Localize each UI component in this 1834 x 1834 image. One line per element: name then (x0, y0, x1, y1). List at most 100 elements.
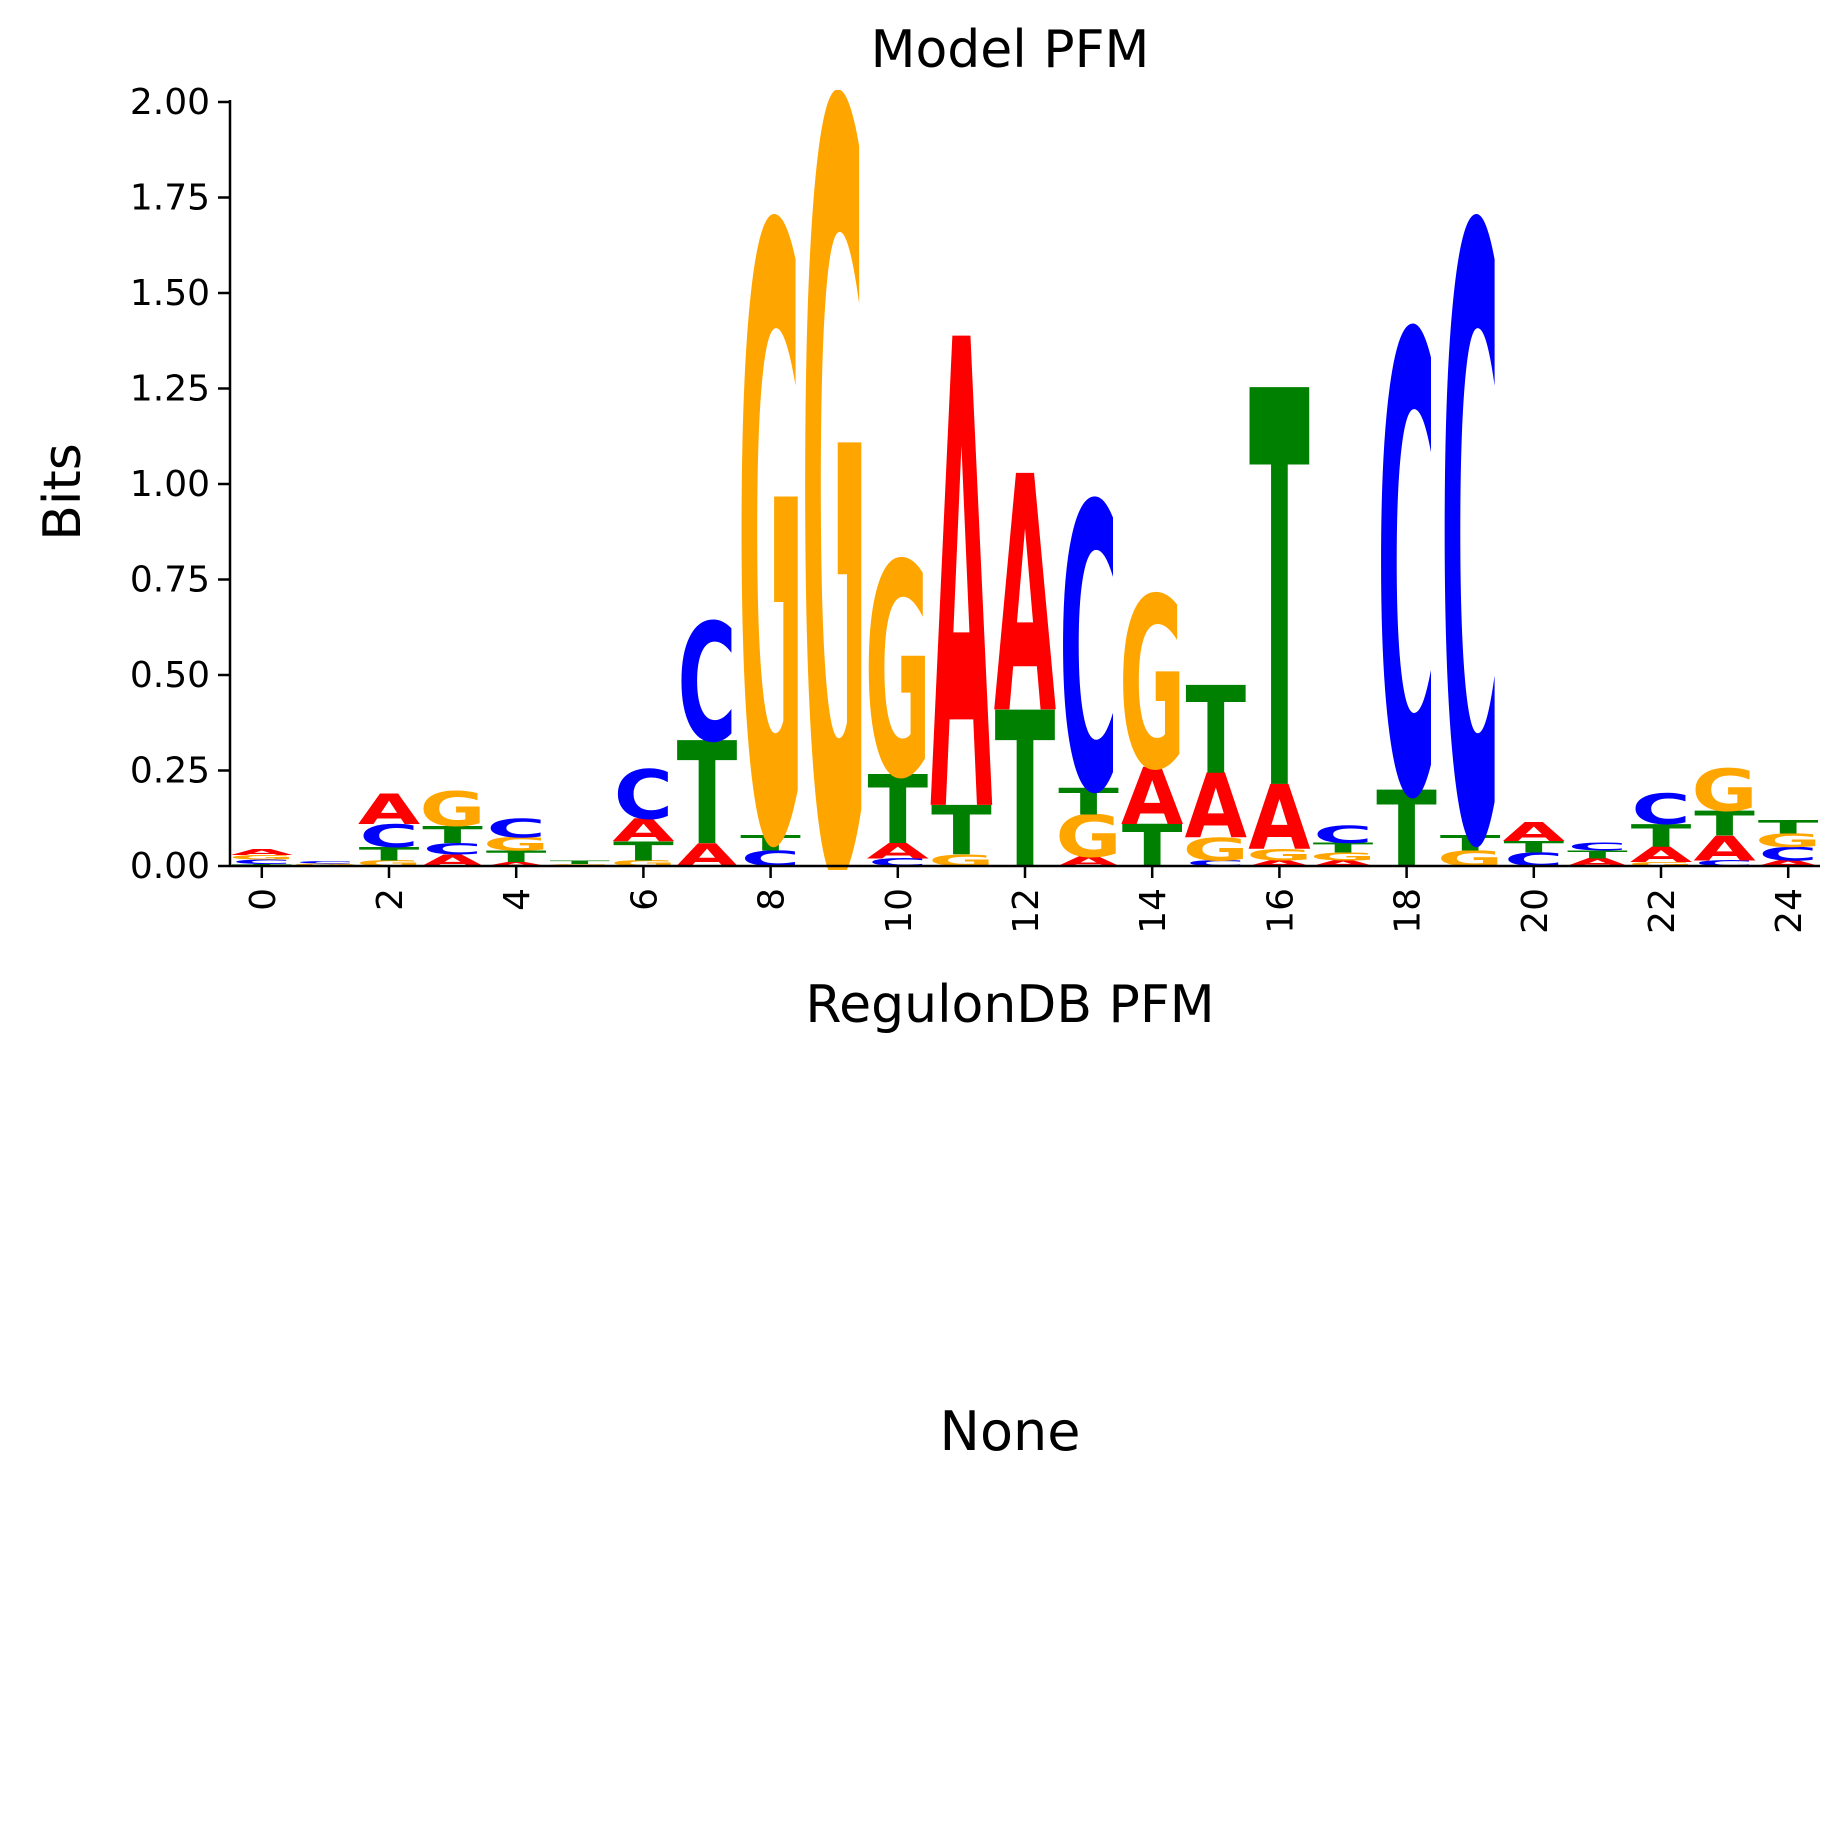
x-tick-label: 6 (624, 888, 665, 911)
logo-letter-G-pos-15: G (1183, 832, 1249, 868)
x-tick-label: 24 (1769, 888, 1810, 934)
y-tick-label: 0.00 (130, 846, 210, 887)
logo-letter-C-pos-6: C (614, 755, 673, 834)
x-tick-label: 10 (879, 888, 920, 934)
logo-letter-T-pos-15: T (1185, 661, 1246, 801)
logo-letter-C-pos-22: C (1631, 786, 1690, 835)
logo-letter-A-pos-2: A (358, 786, 421, 835)
logo-letter-G-pos-9: G (801, 0, 867, 1114)
logo-letter-C-pos-1: C (296, 860, 355, 864)
logo-letter-C-pos-18: C (1377, 206, 1436, 938)
logo-letter-C-pos-2: C (359, 818, 418, 854)
x-tick-label: 18 (1388, 888, 1429, 934)
logo-letter-T-pos-17: T (1313, 840, 1374, 855)
logo-letter-T-pos-24: T (1758, 817, 1819, 838)
x-tick-label: 8 (752, 888, 793, 911)
logo-letter-C-pos-19: C (1441, 60, 1500, 1034)
logo-letter-T-pos-13: T (1058, 781, 1119, 824)
second-panel-label: None (939, 1400, 1081, 1463)
logo-letter-G-pos-23: G (1692, 757, 1758, 824)
logo-letter-A-pos-12: A (994, 409, 1056, 786)
logo-letter-T-pos-10: T (867, 756, 928, 866)
x-tick-label: 2 (370, 888, 411, 911)
logo-letter-A-pos-16: A (1248, 767, 1311, 871)
y-tick-label: 0.75 (130, 560, 210, 601)
x-tick-label: 0 (243, 888, 284, 911)
logo-letter-G-pos-24: G (1755, 830, 1821, 851)
logo-letter-G-pos-8: G (738, 60, 804, 1034)
logo-letter-A-pos-10: A (867, 839, 930, 864)
x-tick-label: 16 (1260, 888, 1301, 934)
y-tick-label: 1.00 (130, 464, 210, 505)
logo-letter-T-pos-18: T (1376, 769, 1437, 891)
y-tick-label: 0.25 (130, 751, 210, 792)
logo-letter-T-pos-16: T (1249, 279, 1310, 913)
logo-letter-A-pos-15: A (1185, 756, 1248, 860)
logo-letter-G-pos-16: G (1246, 846, 1312, 864)
x-tick-label: 22 (1642, 888, 1683, 934)
logo-letter-C-pos-17: C (1313, 821, 1372, 848)
logo-letter-A-pos-7: A (676, 837, 738, 873)
logo-letter-G-pos-14: G (1119, 549, 1185, 823)
x-tick-label: 14 (1133, 888, 1174, 934)
y-tick-label: 2.00 (130, 82, 210, 123)
logo-letter-A-pos-11: A (930, 208, 993, 957)
logo-letter-T-pos-12: T (995, 667, 1056, 917)
logo-letter-T-pos-19: T (1440, 832, 1501, 856)
logo-letter-G-pos-10: G (865, 503, 931, 844)
logo-letter-A-pos-0: A (231, 848, 293, 857)
logo-letter-T-pos-5: T (550, 860, 611, 865)
logo-letter-C-pos-21: C (1568, 841, 1627, 853)
chart-title: Model PFM (870, 20, 1150, 80)
logo-letter-C-pos-15: C (1186, 859, 1245, 868)
logo-letter-T-pos-22: T (1631, 818, 1692, 855)
axes: 0.00 0.25 0.50 0.75 1.00 1.25 1.50 1.75 2.00 0 2 4 6… (130, 82, 1820, 934)
logo-letter-T-pos-8: T (740, 832, 801, 856)
logo-letter-T-pos-4: T (486, 848, 547, 866)
logo-letter-G-pos-17: G (1310, 851, 1376, 863)
logo-letter-G-pos-22: G (1628, 861, 1694, 867)
y-axis-label: Bits (33, 443, 93, 541)
logo-letter-C-pos-0: C (232, 858, 291, 865)
x-axis-label: RegulonDB PFM (805, 975, 1215, 1035)
logo-letter-A-pos-22: A (1630, 843, 1693, 868)
logo-letter-T-pos-6: T (613, 836, 674, 866)
logo-letter-A-pos-4: A (485, 861, 547, 867)
logo-letter-T-pos-21: T (1567, 849, 1628, 861)
logo-letter-G-pos-0: G (229, 854, 295, 861)
y-tick-label: 1.50 (130, 273, 210, 314)
logo-letter-A-pos-17: A (1312, 859, 1374, 868)
logo-letter-G-pos-19: G (1437, 846, 1503, 871)
logo-letter-T-pos-14: T (1122, 813, 1183, 880)
x-tick-label: 12 (1006, 888, 1047, 934)
logo-letter-C-pos-23: C (1695, 859, 1754, 868)
y-tick-label: 0.50 (130, 655, 210, 696)
logo-letter-T-pos-20: T (1503, 838, 1564, 856)
y-tick-label: 1.25 (130, 369, 210, 410)
logo-letters: TCGATGCGTCAACTGATGCGTGTACATCCTGGCATGGTAT… (229, 0, 1821, 1114)
logo-letter-G-pos-1: G (292, 863, 358, 865)
logo-letter-G-pos-4: G (483, 834, 549, 855)
y-tick-label: 1.75 (130, 178, 210, 219)
logo-letter-A-pos-20: A (1503, 817, 1566, 848)
logo-letter-C-pos-3: C (423, 840, 482, 858)
x-tick-label: 20 (1515, 888, 1556, 934)
logo-letter-G-pos-6: G (610, 859, 676, 868)
logo-letter-A-pos-23: A (1693, 829, 1756, 869)
logo-letter-T-pos-23: T (1694, 804, 1755, 843)
logo-letter-A-pos-6: A (612, 812, 674, 848)
logo-letter-C-pos-24: C (1759, 843, 1818, 864)
logo-letter-A-pos-14: A (1121, 751, 1184, 843)
logo-letter-A-pos-16: A (1248, 859, 1310, 868)
logo-letter-T-pos-11: T (931, 792, 992, 871)
logo-letter-G-pos-2: G (356, 859, 422, 868)
logo-letter-C-pos-13: C (1059, 423, 1118, 880)
logo-letter-C-pos-7: C (677, 590, 736, 779)
logo-letter-T-pos-7: T (677, 711, 738, 876)
logo-letter-T-pos-3: T (422, 822, 483, 849)
logo-letter-A-pos-24: A (1757, 859, 1819, 868)
logo-letter-G-pos-3: G (420, 782, 486, 837)
logo-letter-T-pos-2: T (359, 843, 420, 864)
logo-letter-G-pos-13: G (1056, 803, 1122, 870)
